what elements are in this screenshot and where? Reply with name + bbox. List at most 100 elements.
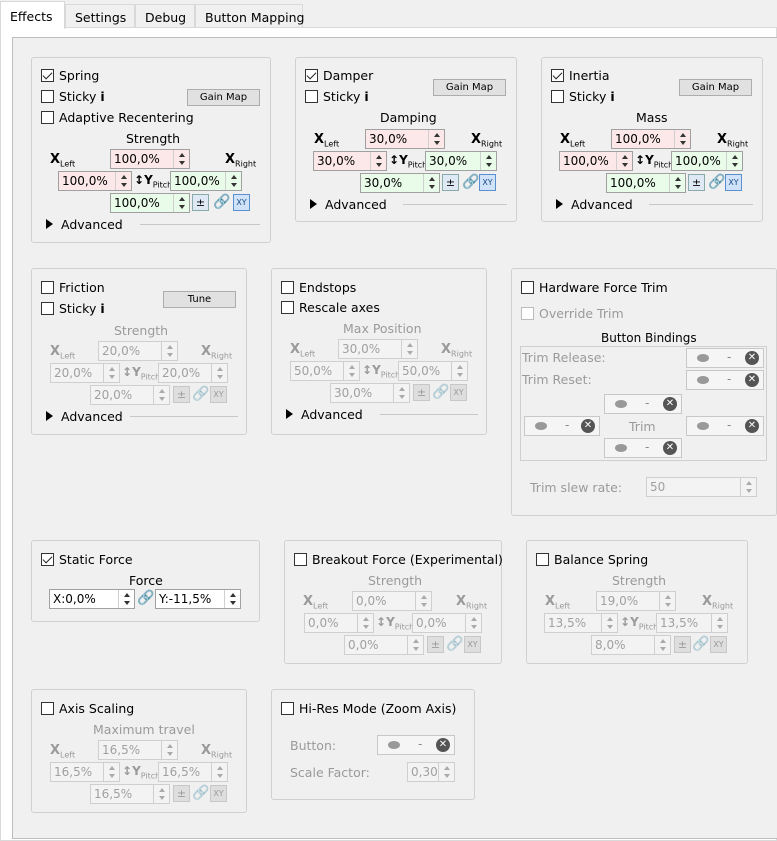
inertia-xy-button[interactable]: XY (725, 174, 742, 191)
spring-link-icon[interactable]: 🔗 (213, 194, 231, 210)
inertia-advanced-arrow-icon[interactable] (556, 199, 563, 209)
adaptive-recentering-checkbox[interactable] (41, 111, 54, 124)
tab-button-mapping[interactable]: Button Mapping (195, 4, 305, 28)
breakout-symmetric-button[interactable]: ± (427, 636, 444, 653)
damper-x-right-spinbox[interactable]: 30,0% (425, 151, 497, 171)
tab-debug[interactable]: Debug (135, 4, 195, 28)
damper-sticky-checkbox[interactable] (305, 90, 318, 103)
breakout-x-right-spinbox[interactable]: 0,0% (412, 613, 482, 633)
inertia-x-left-spinbox[interactable]: 100,0% (559, 151, 633, 171)
scale-factor-spinbox[interactable]: 0,30 (407, 762, 455, 782)
inertia-checkbox[interactable] (551, 69, 564, 82)
spring-gain-map-button[interactable]: Gain Map (187, 89, 260, 106)
balance-link-icon[interactable]: 🔗 (692, 636, 710, 652)
friction-sticky-checkbox[interactable] (41, 302, 54, 315)
endstops-link-icon[interactable]: 🔗 (432, 384, 450, 400)
inertia-center-spinbox[interactable]: 100,0% (606, 173, 686, 193)
hi-res-checkbox[interactable] (281, 702, 294, 715)
spring-symmetric-button[interactable]: ± (192, 194, 209, 211)
endstops-x-right-spinbox[interactable]: 50,0% (398, 361, 468, 381)
breakout-xy-button[interactable]: XY (464, 636, 481, 653)
trim-right-binding[interactable]: - ✕ (686, 416, 764, 436)
spring-sticky-checkbox[interactable] (41, 90, 54, 103)
damper-advanced-label[interactable]: Advanced (325, 197, 387, 212)
damper-x-left-spinbox[interactable]: 30,0% (313, 151, 387, 171)
inertia-link-icon[interactable]: 🔗 (708, 174, 726, 190)
axis-xy-button[interactable]: XY (210, 785, 227, 802)
damper-y-spinbox[interactable]: 30,0% (365, 129, 445, 149)
damper-checkbox[interactable] (305, 69, 318, 82)
rescale-axes-checkbox[interactable] (281, 301, 294, 314)
inertia-advanced-label[interactable]: Advanced (571, 197, 633, 212)
friction-checkbox[interactable] (41, 281, 54, 294)
endstops-advanced-arrow-icon[interactable] (286, 409, 293, 419)
inertia-symmetric-button[interactable]: ± (688, 174, 705, 191)
friction-center-spinbox[interactable]: 20,0% (90, 385, 170, 405)
static-force-link-icon[interactable]: 🔗 (137, 590, 155, 606)
friction-y-spinbox[interactable]: 20,0% (98, 341, 178, 361)
friction-advanced-label[interactable]: Advanced (61, 409, 123, 424)
trim-up-binding[interactable]: - ✕ (604, 394, 682, 414)
inertia-sticky-checkbox[interactable] (551, 90, 564, 103)
balance-x-left-spinbox[interactable]: 13,5% (544, 613, 618, 633)
friction-link-icon[interactable]: 🔗 (192, 386, 210, 402)
damper-symmetric-button[interactable]: ± (442, 174, 459, 191)
breakout-force-checkbox[interactable] (294, 553, 307, 566)
hi-res-button-binding[interactable]: - ✕ (377, 735, 455, 755)
endstops-y-spinbox[interactable]: 30,0% (338, 339, 418, 359)
balance-x-right-spinbox[interactable]: 13,5% (656, 613, 728, 633)
trim-reset-binding[interactable]: - ✕ (686, 370, 764, 390)
spring-checkbox[interactable] (41, 69, 54, 82)
static-force-checkbox[interactable] (41, 553, 54, 566)
hardware-force-trim-checkbox[interactable] (521, 281, 534, 294)
override-trim-checkbox[interactable] (521, 307, 534, 320)
inertia-gain-map-button[interactable]: Gain Map (679, 79, 752, 96)
axis-center-spinbox[interactable]: 16,5% (90, 784, 170, 804)
friction-advanced-arrow-icon[interactable] (46, 411, 53, 421)
spring-x-right-spinbox[interactable]: 100,0% (170, 171, 242, 191)
inertia-y-spinbox[interactable]: 100,0% (611, 129, 691, 149)
damper-center-spinbox[interactable]: 30,0% (360, 173, 440, 193)
trim-release-binding[interactable]: - ✕ (686, 348, 764, 368)
axis-scaling-checkbox[interactable] (41, 702, 54, 715)
axis-symmetric-button[interactable]: ± (173, 785, 190, 802)
balance-y-spinbox[interactable]: 19,0% (596, 591, 676, 611)
tab-effects[interactable]: Effects (0, 1, 65, 29)
spring-center-spinbox[interactable]: 100,0% (110, 193, 190, 213)
endstops-xy-button[interactable]: XY (450, 384, 467, 401)
axis-x-left-spinbox[interactable]: 16,5% (50, 762, 120, 782)
friction-symmetric-button[interactable]: ± (173, 386, 190, 403)
spring-advanced-arrow-icon[interactable] (46, 219, 53, 229)
balance-center-spinbox[interactable]: 8,0% (591, 635, 671, 655)
endstops-advanced-label[interactable]: Advanced (301, 407, 363, 422)
friction-xy-button[interactable]: XY (210, 386, 227, 403)
spring-xy-button[interactable]: XY (233, 194, 250, 211)
damper-gain-map-button[interactable]: Gain Map (433, 79, 506, 96)
trim-slew-rate-spinbox[interactable]: 50 (646, 477, 757, 497)
axis-link-icon[interactable]: 🔗 (192, 785, 210, 801)
damper-link-icon[interactable]: 🔗 (462, 174, 480, 190)
breakout-y-spinbox[interactable]: 0,0% (352, 591, 432, 611)
balance-symmetric-button[interactable]: ± (674, 636, 691, 653)
trim-left-binding[interactable]: - ✕ (524, 416, 600, 436)
endstops-x-left-spinbox[interactable]: 50,0% (290, 361, 360, 381)
breakout-x-left-spinbox[interactable]: 0,0% (304, 613, 374, 633)
endstops-symmetric-button[interactable]: ± (413, 384, 430, 401)
tab-settings[interactable]: Settings (65, 4, 135, 28)
trim-down-binding[interactable]: - ✕ (604, 438, 682, 458)
balance-spring-checkbox[interactable] (536, 553, 549, 566)
damper-advanced-arrow-icon[interactable] (310, 199, 317, 209)
friction-tune-button[interactable]: Tune (163, 291, 236, 308)
endstops-center-spinbox[interactable]: 30,0% (330, 383, 410, 403)
breakout-link-icon[interactable]: 🔗 (446, 636, 464, 652)
damper-xy-button[interactable]: XY (479, 174, 496, 191)
static-force-y-spinbox[interactable]: Y:-11,5% (155, 589, 241, 609)
balance-xy-button[interactable]: XY (710, 636, 727, 653)
friction-x-left-spinbox[interactable]: 20,0% (50, 363, 120, 383)
inertia-x-right-spinbox[interactable]: 100,0% (671, 151, 743, 171)
friction-x-right-spinbox[interactable]: 20,0% (158, 363, 228, 383)
spring-x-left-spinbox[interactable]: 100,0% (58, 171, 132, 191)
endstops-checkbox[interactable] (281, 281, 294, 294)
spring-y-spinbox[interactable]: 100,0% (110, 149, 190, 169)
breakout-center-spinbox[interactable]: 0,0% (344, 635, 424, 655)
